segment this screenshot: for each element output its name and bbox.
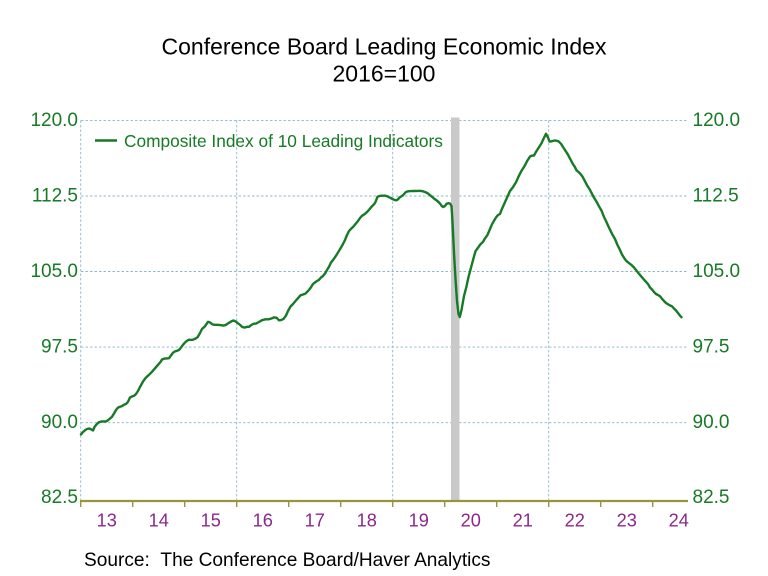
svg-text:18: 18 — [357, 510, 377, 530]
svg-text:Conference Board Leading Econo: Conference Board Leading Economic Index — [162, 34, 607, 60]
svg-text:22: 22 — [565, 510, 585, 530]
svg-text:112.5: 112.5 — [32, 185, 78, 206]
svg-text:120.0: 120.0 — [693, 110, 741, 131]
svg-text:24: 24 — [669, 510, 689, 530]
svg-text:16: 16 — [253, 510, 273, 530]
svg-text:82.5: 82.5 — [41, 487, 78, 508]
svg-text:90.0: 90.0 — [693, 412, 730, 433]
svg-text:21: 21 — [513, 510, 533, 530]
svg-text:105.0: 105.0 — [693, 261, 741, 282]
svg-text:14: 14 — [149, 510, 169, 530]
svg-text:13: 13 — [97, 510, 117, 530]
svg-text:2016=100: 2016=100 — [333, 61, 436, 87]
svg-text:120.0: 120.0 — [30, 110, 78, 131]
svg-text:82.5: 82.5 — [693, 487, 730, 508]
svg-text:17: 17 — [305, 510, 325, 530]
svg-text:23: 23 — [617, 510, 637, 530]
svg-text:20: 20 — [461, 510, 481, 530]
svg-text:90.0: 90.0 — [41, 412, 78, 433]
svg-text:19: 19 — [409, 510, 429, 530]
svg-text:Source: The Conference Board/: Source: The Conference Board/Haver Analy… — [84, 550, 490, 571]
svg-text:112.5: 112.5 — [693, 185, 739, 206]
svg-text:97.5: 97.5 — [693, 337, 730, 358]
svg-text:97.5: 97.5 — [41, 337, 78, 358]
svg-text:105.0: 105.0 — [30, 261, 78, 282]
svg-text:15: 15 — [201, 510, 221, 530]
svg-text:Composite Index of 10 Leading: Composite Index of 10 Leading Indicators — [124, 131, 443, 151]
